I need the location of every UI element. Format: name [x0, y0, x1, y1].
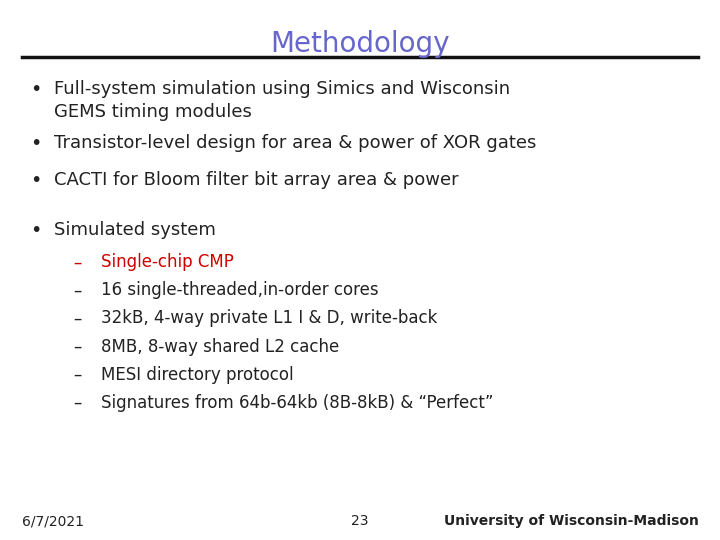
Text: Full-system simulation using Simics and Wisconsin
GEMS timing modules: Full-system simulation using Simics and …	[54, 80, 510, 121]
Text: –: –	[73, 338, 82, 355]
Text: MESI directory protocol: MESI directory protocol	[101, 366, 294, 383]
Text: –: –	[73, 366, 82, 383]
Text: 6/7/2021: 6/7/2021	[22, 514, 84, 528]
Text: •: •	[30, 221, 42, 240]
Text: –: –	[73, 394, 82, 411]
Text: •: •	[30, 134, 42, 153]
Text: •: •	[30, 171, 42, 190]
Text: Signatures from 64b-64kb (8B-8kB) & “Perfect”: Signatures from 64b-64kb (8B-8kB) & “Per…	[101, 394, 493, 411]
Text: Transistor-level design for area & power of XOR gates: Transistor-level design for area & power…	[54, 134, 536, 152]
Text: CACTI for Bloom filter bit array area & power: CACTI for Bloom filter bit array area & …	[54, 171, 459, 188]
Text: –: –	[73, 253, 82, 271]
Text: University of Wisconsin-Madison: University of Wisconsin-Madison	[444, 514, 698, 528]
Text: –: –	[73, 281, 82, 299]
Text: •: •	[30, 80, 42, 99]
Text: 16 single-threaded,in-order cores: 16 single-threaded,in-order cores	[101, 281, 379, 299]
Text: –: –	[73, 309, 82, 327]
Text: 8MB, 8-way shared L2 cache: 8MB, 8-way shared L2 cache	[101, 338, 339, 355]
Text: Methodology: Methodology	[270, 30, 450, 58]
Text: 32kB, 4-way private L1 I & D, write-back: 32kB, 4-way private L1 I & D, write-back	[101, 309, 437, 327]
Text: 23: 23	[351, 514, 369, 528]
Text: Single-chip CMP: Single-chip CMP	[101, 253, 234, 271]
Text: Simulated system: Simulated system	[54, 221, 216, 239]
